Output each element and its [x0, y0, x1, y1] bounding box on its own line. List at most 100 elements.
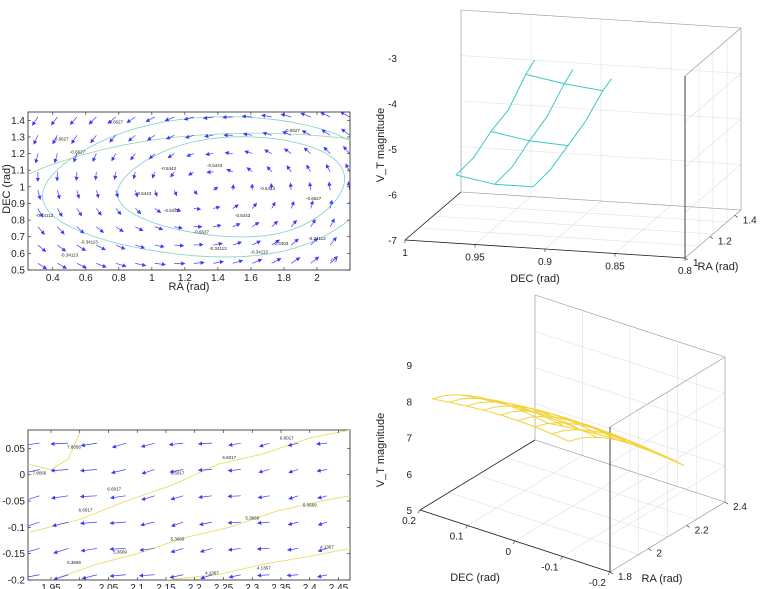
plot1-arrow [154, 208, 162, 214]
plot1-arrow [130, 153, 136, 161]
plot3-arrow [317, 574, 328, 579]
plot3-contour-label: 4.1367 [205, 571, 219, 576]
plot1-arrow [154, 244, 165, 249]
plot1-arrow [115, 263, 127, 268]
plot4-dectick-label: 0.2 [402, 516, 416, 527]
plot1-arrow [74, 171, 79, 181]
plot4-dectick-mark [560, 556, 563, 560]
plot1-arrow [252, 221, 260, 228]
plot2-ztick-label: -4 [388, 100, 397, 111]
plot1-ytick-label: 1.2 [11, 149, 25, 160]
plot3-arrow [28, 521, 40, 529]
plot4-ztick-label: 8 [406, 397, 412, 408]
plot3-arrow [28, 574, 40, 578]
plot1-arrow [115, 226, 124, 233]
plot4-grid-line [534, 367, 726, 430]
plot4-ratick-mark [648, 548, 652, 551]
plot3-arrow [227, 520, 241, 525]
plot1-arrow [291, 257, 301, 264]
plot1-arrow [154, 262, 166, 267]
plot1-arrow [148, 153, 156, 160]
plot3-arrow [51, 495, 69, 500]
plot1-arrow [348, 199, 350, 209]
plot1-arrow [96, 263, 107, 268]
plot3-arrow [109, 520, 126, 526]
plot2-grid-line [460, 100, 742, 120]
plot3-arrow [28, 442, 40, 446]
plot1-arrow [320, 112, 331, 118]
plot2-ratick-mark [734, 215, 738, 218]
plot3-arrow [109, 495, 126, 500]
plot1-arrow [325, 163, 331, 173]
plot1-arrow [69, 116, 78, 125]
plot1-ytick-label: 1.1 [11, 166, 25, 177]
plot3-arrow [199, 548, 213, 553]
plot4-dectick-label: 0 [505, 547, 511, 558]
plot3-contour-label: 6.6017 [107, 487, 121, 492]
plot3-contour-label: 6.6017 [222, 455, 236, 460]
plot1-arrow [186, 152, 194, 157]
plot2-ratick-mark [709, 236, 714, 239]
plot1-arrow [183, 116, 194, 121]
plot1-xtick-label: 0.4 [46, 273, 60, 284]
plot1-arrow [300, 112, 311, 118]
plot3-xtick-label: 2.2 [188, 583, 202, 589]
plot1-arrow [261, 113, 272, 118]
plot1-arrow [252, 240, 261, 246]
plot2-cross-line [490, 131, 568, 147]
plot2-box-edge [684, 209, 742, 259]
plot2-grid-line [684, 73, 742, 122]
plot3-arrow [80, 548, 98, 553]
plot1-xtick-label: 0.8 [112, 273, 126, 284]
plot1-arrow [96, 226, 105, 233]
plot3-contour-label: 7.8056 [33, 471, 47, 476]
plot4-box-edge [534, 294, 726, 358]
plot1-arrow [37, 263, 48, 270]
plot3-arrow [198, 494, 213, 500]
plot1-arrow [188, 171, 194, 176]
plot1-arrow [266, 166, 272, 173]
plot3-arrow [317, 521, 328, 526]
plot1-arrow [271, 258, 282, 264]
plot3-contour-label: 6.6017 [79, 508, 93, 513]
plot3-arrow [316, 468, 328, 473]
plot1-xtick-label: 1.4 [211, 273, 225, 284]
plot3-ytick-label: 0 [19, 470, 25, 481]
plot1-arrow [246, 167, 253, 173]
plot3-arrow [257, 520, 270, 525]
plot3-arrow [200, 574, 213, 580]
plot1-arrow [283, 148, 292, 154]
plot1-xtick-label: 1 [149, 273, 155, 284]
plot3-arrow [80, 442, 98, 448]
plot3-xtick-label: 2 [77, 583, 83, 589]
plot2-box-edge [684, 27, 742, 77]
plot2-grid-line [432, 215, 714, 235]
plot4-ztick-label: 5 [406, 506, 412, 517]
plot3-contour-label: 5.3669 [303, 502, 317, 507]
plot1-xtick-label: 1.2 [178, 273, 192, 284]
plot1-contour-label: -0.34113 [250, 249, 268, 254]
plot3-arrow [50, 468, 69, 473]
plot2-3d-box [404, 9, 742, 259]
plot2-box-edge [460, 191, 742, 211]
plot1-arrow [226, 168, 233, 173]
plot3-arrow [286, 573, 299, 578]
quiver-plot-ra-dec: -0.6627 -0.6627 -0.6627 -0.5443 -0.5443 -0.54… [1, 111, 351, 293]
plot3-contour-label: 7.8056 [67, 444, 81, 449]
plot3-arrow [197, 467, 213, 473]
plot1-contour-label: -0.34113 [61, 253, 79, 258]
plot1-arrow [32, 116, 39, 126]
plot3-arrow [139, 547, 155, 552]
plot3-arrow [197, 441, 213, 446]
plot3-contour-label: 5.3669 [67, 560, 81, 565]
plot1-arrow [271, 239, 280, 246]
plot1-arrow [107, 116, 117, 124]
plot3-arrow [141, 495, 155, 501]
plot3-arrow [53, 574, 69, 580]
plot1-arrow [37, 244, 47, 252]
plot3-arrow [80, 521, 98, 526]
plot3-arrow [258, 469, 270, 474]
plot1-arrow [349, 262, 350, 264]
plot1-arrow [213, 223, 222, 228]
plot1-ticks: 0.4 0.6 0.8 1 1.2 1.4 1.6 1.8 2 0.5 0.6 0.7 0.8 0.9 1 1… [11, 112, 350, 284]
